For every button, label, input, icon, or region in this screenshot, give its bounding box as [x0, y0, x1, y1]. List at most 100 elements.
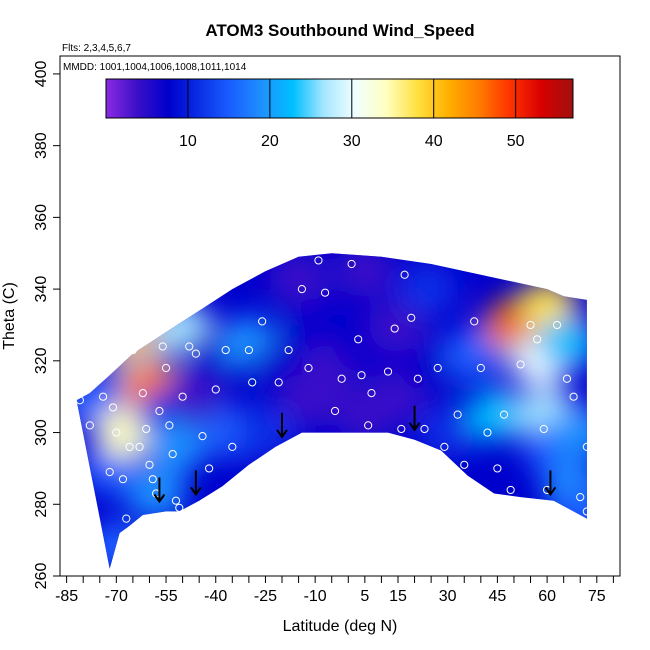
- observation-point: [367, 389, 376, 398]
- observation-point: [533, 335, 542, 344]
- observation-point: [165, 421, 174, 430]
- observation-point: [357, 371, 366, 380]
- observation-point: [148, 475, 157, 484]
- colorbar-ticks: 10 20 30 40 50: [179, 79, 525, 150]
- colorbar-body: [105, 78, 574, 119]
- x-tick-label: -25: [254, 588, 277, 605]
- observation-point: [132, 521, 141, 530]
- observation-point: [85, 421, 94, 430]
- observation-point: [562, 374, 572, 383]
- field-sample: [268, 253, 329, 305]
- observation-point: [483, 428, 492, 437]
- observation-point: [108, 403, 118, 412]
- observation-point: [125, 442, 134, 451]
- x-tick-label: 45: [488, 588, 506, 605]
- observation-point: [569, 392, 578, 401]
- observation-point: [205, 464, 214, 473]
- observation-point: [397, 424, 406, 434]
- observation-point: [347, 259, 356, 269]
- colorbar-tick-label: 10: [179, 133, 197, 150]
- x-tick-label: 30: [439, 588, 457, 605]
- observation-point: [221, 345, 230, 355]
- field-sample: [444, 327, 505, 380]
- observation-point: [413, 374, 422, 383]
- y-tick-label: 320: [33, 347, 50, 374]
- observation-point: [98, 392, 108, 401]
- profile-arrow-head: [276, 429, 288, 439]
- colorbar-tick-label: 30: [343, 133, 361, 150]
- observation-point: [499, 410, 509, 419]
- observation-point: [354, 335, 363, 344]
- chart-title: ATOM3 Southbound Wind_Speed: [205, 21, 474, 40]
- observation-point: [470, 317, 479, 326]
- x-tick-label: -40: [204, 588, 227, 605]
- observation-point: [175, 503, 184, 512]
- observation-point: [248, 378, 257, 387]
- x-tick-label: 5: [360, 588, 369, 605]
- observation-point: [135, 442, 144, 451]
- profile-arrows: [153, 405, 557, 504]
- flights-label: Flts: 2,3,4,5,6,7: [62, 43, 131, 54]
- observation-point: [122, 514, 131, 523]
- plot-frame: [59, 55, 621, 577]
- observation-point: [364, 421, 373, 430]
- observation-point: [198, 432, 207, 441]
- profile-arrow: [544, 470, 557, 497]
- observation-point: [138, 389, 147, 398]
- observation-points: [75, 256, 591, 559]
- x-axis-title: Latitude (deg N): [283, 618, 398, 635]
- observation-point: [516, 360, 525, 369]
- observation-point: [440, 442, 449, 451]
- y-tick-label: 340: [33, 276, 50, 303]
- observation-point: [258, 317, 267, 326]
- field-sample: [165, 370, 226, 423]
- field-sample: [145, 420, 206, 473]
- observation-point: [576, 493, 585, 502]
- observation-point: [75, 396, 84, 405]
- observation-point: [539, 424, 548, 434]
- observation-point: [526, 320, 535, 330]
- y-tick-label: 400: [33, 60, 50, 87]
- observation-point: [128, 345, 137, 355]
- field-sample: [556, 485, 587, 538]
- wind-speed-field: [76, 253, 587, 569]
- observation-point: [284, 345, 293, 355]
- observation-point: [493, 464, 502, 473]
- observation-point: [390, 324, 399, 333]
- profile-arrow: [276, 412, 288, 439]
- field-sample: [536, 316, 587, 369]
- y-tick-label: 300: [33, 419, 50, 446]
- y-axis: 260 280 300 320 340 360 380 400: [33, 60, 60, 589]
- observation-point: [191, 349, 200, 358]
- x-tick-label: 60: [538, 588, 556, 605]
- field-sample: [417, 406, 478, 459]
- x-axis: -85 -70 -55 -40 -25 -10 5 15 30 45 60 75: [55, 576, 614, 605]
- observation-point: [320, 288, 330, 297]
- observation-point: [582, 442, 591, 451]
- field-sample: [367, 298, 428, 351]
- observation-point: [178, 392, 187, 401]
- y-axis-title: Theta (C): [1, 282, 18, 350]
- observation-point: [304, 363, 313, 373]
- x-tick-label: 75: [588, 588, 606, 605]
- observation-point: [115, 550, 124, 559]
- profile-arrow-head: [190, 486, 202, 497]
- field-sample: [550, 406, 587, 459]
- field-sample: [334, 253, 395, 298]
- y-tick-label: 280: [33, 491, 50, 518]
- observation-point: [211, 385, 220, 394]
- profile-arrow-head: [153, 493, 166, 504]
- observation-point: [460, 460, 469, 469]
- field-sample: [126, 467, 187, 520]
- observation-point: [400, 270, 409, 279]
- observation-point: [244, 345, 253, 355]
- profile-arrow-head: [544, 486, 557, 497]
- profile-arrow: [408, 405, 421, 432]
- profile-arrow: [190, 470, 202, 497]
- observation-point: [330, 406, 340, 416]
- observation-point: [155, 406, 164, 416]
- observation-point: [453, 410, 462, 419]
- colorbar: 10 20 30 40 50: [105, 78, 574, 150]
- x-tick-label: -70: [105, 588, 128, 605]
